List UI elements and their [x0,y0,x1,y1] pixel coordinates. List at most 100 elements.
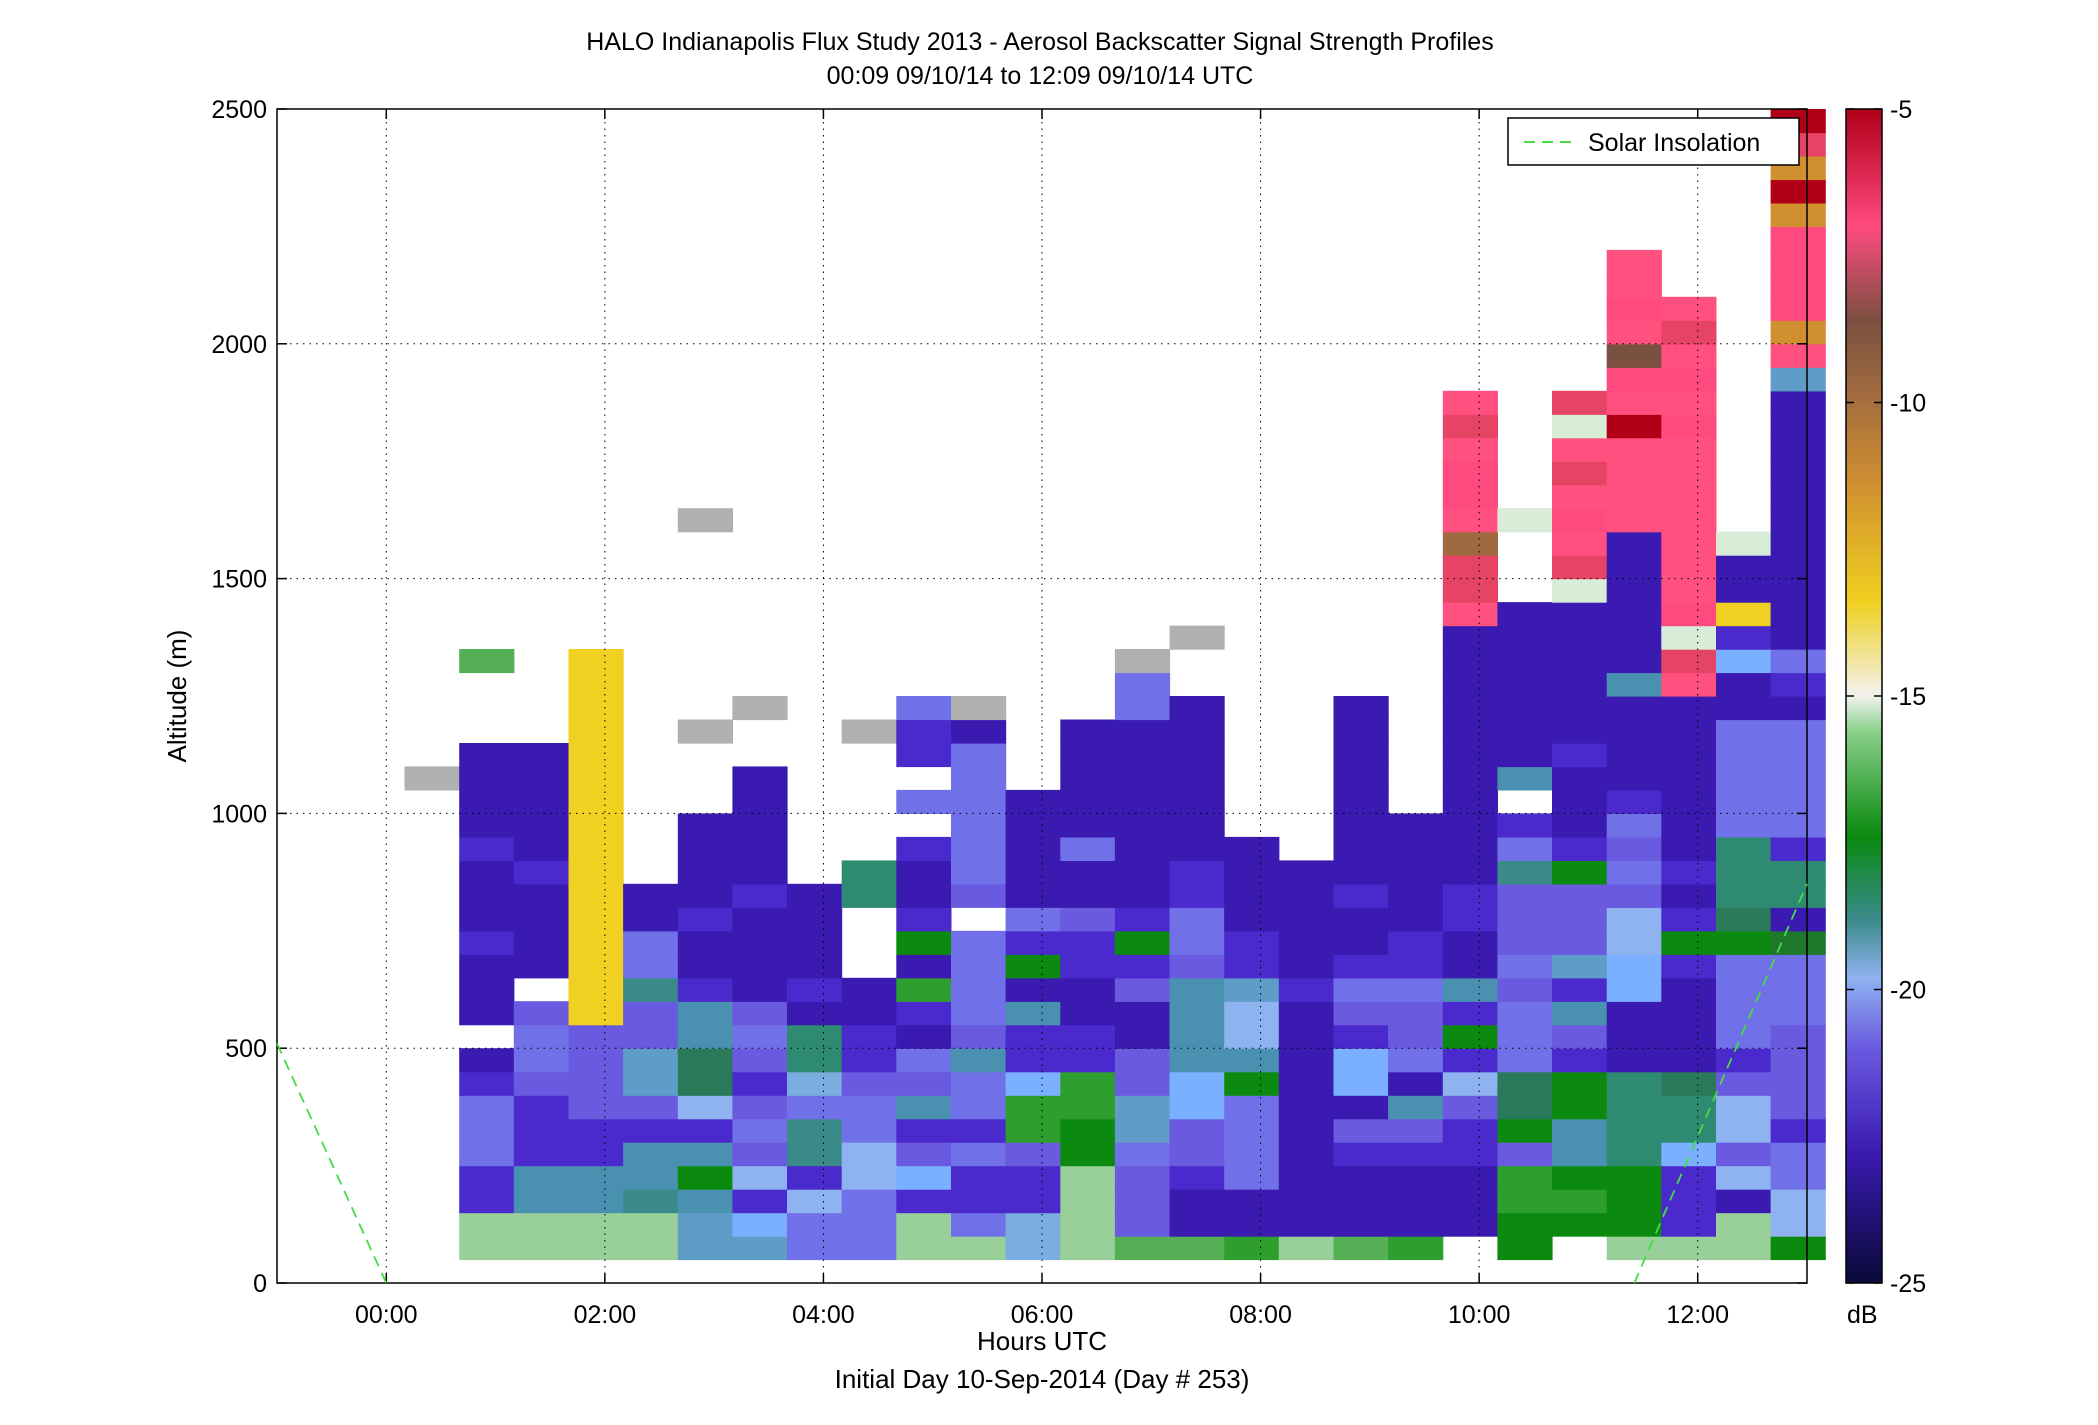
heatmap-cell [1497,625,1553,650]
heatmap-cell [1442,719,1498,744]
heatmap-cell [1552,977,1608,1002]
heatmap-cell [1606,836,1662,861]
heatmap-cell [1388,1095,1444,1120]
heatmap-cell [1661,578,1717,603]
heatmap-cells [404,109,1826,1261]
heatmap-cell [1770,883,1826,908]
heatmap-cell [787,1001,843,1026]
heatmap-cell [1333,1165,1389,1190]
heatmap-cell [513,813,569,838]
heatmap-cell [1770,625,1826,650]
heatmap-cell [1442,1048,1498,1073]
heatmap-cell [1552,437,1608,462]
heatmap-cell [841,977,897,1002]
heatmap-cell [1770,1142,1826,1167]
heatmap-cell [1278,1071,1334,1096]
solar-insolation-segment [276,1043,388,1284]
heatmap-cell [1497,1236,1553,1261]
heatmap-cell [623,954,679,979]
heatmap-cell [1060,860,1116,885]
heatmap-cell [1497,1189,1553,1214]
heatmap-cell [1770,1165,1826,1190]
chart-title: HALO Indianapolis Flux Study 2013 - Aero… [586,28,1493,56]
heatmap-cell [459,743,515,768]
y-tick-label: 500 [225,1035,267,1063]
heatmap-cell [732,1095,788,1120]
heatmap-cell [568,789,624,814]
heatmap-cell [1716,625,1772,650]
heatmap-cell [1716,930,1772,955]
heatmap-cell [951,930,1007,955]
x-axis-label: Hours UTC [977,1326,1107,1356]
heatmap-cell [1497,1165,1553,1190]
heatmap-cell [1169,1118,1225,1143]
heatmap-cell [1606,578,1662,603]
heatmap-cell [1224,1095,1280,1120]
heatmap-cell [1224,1165,1280,1190]
heatmap-cell [568,743,624,768]
heatmap-cell [1606,719,1662,744]
heatmap-cell [896,883,952,908]
heatmap-cell [677,1142,733,1167]
heatmap-cell [1552,1165,1608,1190]
heatmap-cell [1005,1165,1061,1190]
heatmap-cell [1005,907,1061,932]
heatmap-cell [1442,602,1498,627]
heatmap-cell [787,907,843,932]
heatmap-cell [1278,1142,1334,1167]
heatmap-cell [1333,813,1389,838]
heatmap-cell [459,1142,515,1167]
heatmap-cell [1497,602,1553,627]
heatmap-cell [1497,743,1553,768]
heatmap-cell [732,977,788,1002]
heatmap-cell [1770,1001,1826,1026]
heatmap-cell [787,930,843,955]
heatmap-cell [1169,1024,1225,1049]
heatmap-cell [1552,1024,1608,1049]
heatmap-cell [1716,1142,1772,1167]
heatmap-cell [677,1095,733,1120]
heatmap-cell [1114,1024,1171,1049]
heatmap-cell [841,1095,897,1120]
heatmap-cell [1333,1071,1389,1096]
heatmap-cell [1552,1001,1608,1026]
heatmap-cell [1716,1212,1772,1237]
heatmap-cell [1606,249,1662,274]
heatmap-cell [1060,719,1116,744]
heatmap-cell [1552,813,1608,838]
heatmap-cell [1497,508,1553,533]
heatmap-cell [623,1048,679,1073]
heatmap-cell [1114,1048,1171,1073]
heatmap-cell [1606,273,1662,298]
heatmap-cell [459,649,515,674]
heatmap-cell [1442,1142,1498,1167]
heatmap-cell [1770,1095,1826,1120]
heatmap-cell [732,813,788,838]
heatmap-cell [1169,836,1225,861]
heatmap-cell [1770,508,1826,533]
heatmap-cell [732,1001,788,1026]
heatmap-cell [896,1048,952,1073]
heatmap-cell [1060,1118,1116,1143]
heatmap-cell [1005,1048,1061,1073]
heatmap-cell [1333,766,1389,791]
colorbar-tick-label: -15 [1890,683,1926,711]
heatmap-cell [1497,954,1553,979]
heatmap-cell [1169,1212,1225,1237]
heatmap-cell [1552,649,1608,674]
heatmap-cell [459,954,515,979]
heatmap-cell [1442,1165,1498,1190]
heatmap-cell [1716,954,1772,979]
heatmap-cell [1224,1236,1280,1261]
heatmap-cell [1442,696,1498,721]
heatmap-cell [1606,672,1662,697]
colorbar-tick-label: -25 [1890,1270,1926,1298]
heatmap-cell [951,1024,1007,1049]
heatmap-cell [1661,1118,1717,1143]
heatmap-cell [951,1071,1007,1096]
heatmap-cell [1169,813,1225,838]
heatmap-cell [1442,930,1498,955]
heatmap-cell [459,883,515,908]
heatmap-cell [1716,696,1772,721]
heatmap-cell [951,977,1007,1002]
